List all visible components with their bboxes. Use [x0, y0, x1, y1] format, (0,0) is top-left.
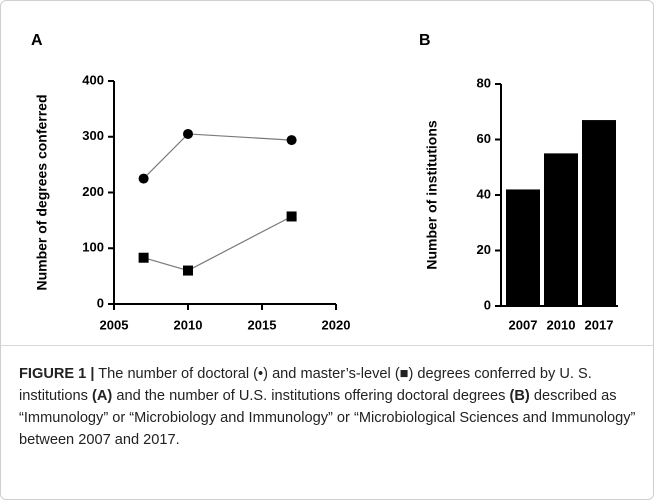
y-tick-label: 400 — [82, 72, 104, 87]
y-tick-label: 200 — [82, 184, 104, 199]
x-tick-label: 2007 — [509, 317, 538, 332]
panel-label: A — [31, 32, 43, 49]
point — [286, 135, 297, 146]
x-tick-label: 2005 — [100, 317, 129, 332]
x-tick-label: 2017 — [585, 317, 614, 332]
x-tick-label: 2010 — [174, 317, 203, 332]
y-tick-label: 20 — [477, 242, 491, 257]
point — [286, 211, 297, 222]
bar — [582, 120, 616, 306]
point — [138, 252, 149, 263]
y-axis-label: Number of institutions — [424, 120, 440, 270]
caption-text: FIGURE 1 | — [19, 366, 95, 382]
point — [183, 265, 193, 276]
x-tick-label: 2010 — [547, 317, 576, 332]
caption-text: The number of doctoral (•) and master’s-… — [19, 366, 592, 404]
caption: FIGURE 1 | The number of doctoral (•) an… — [19, 363, 641, 451]
caption-text: (B) — [509, 388, 530, 404]
y-axis-label: Number of degrees conferred — [34, 94, 50, 290]
caption-text: described as “Immunology” or “Microbiolo… — [19, 388, 636, 448]
y-tick-label: 40 — [477, 186, 491, 201]
y-tick-label: 60 — [477, 131, 491, 146]
x-tick-label: 2015 — [248, 317, 277, 332]
bar — [544, 153, 578, 306]
y-tick-label: 0 — [97, 295, 104, 310]
y-tick-label: 0 — [484, 297, 491, 312]
point — [183, 128, 193, 139]
x-tick-label: 2020 — [322, 317, 351, 332]
point — [138, 173, 149, 184]
y-tick-label: 80 — [477, 75, 491, 90]
bar — [506, 189, 540, 306]
caption-text: and the number of U.S. institutions offe… — [112, 388, 510, 404]
series-line — [143, 133, 292, 179]
panel-label: B — [419, 32, 431, 49]
separator — [1, 345, 653, 346]
y-tick-label: 100 — [82, 240, 104, 255]
y-tick-label: 300 — [82, 128, 104, 143]
series-line — [143, 215, 292, 272]
caption-text: (A) — [92, 388, 113, 404]
